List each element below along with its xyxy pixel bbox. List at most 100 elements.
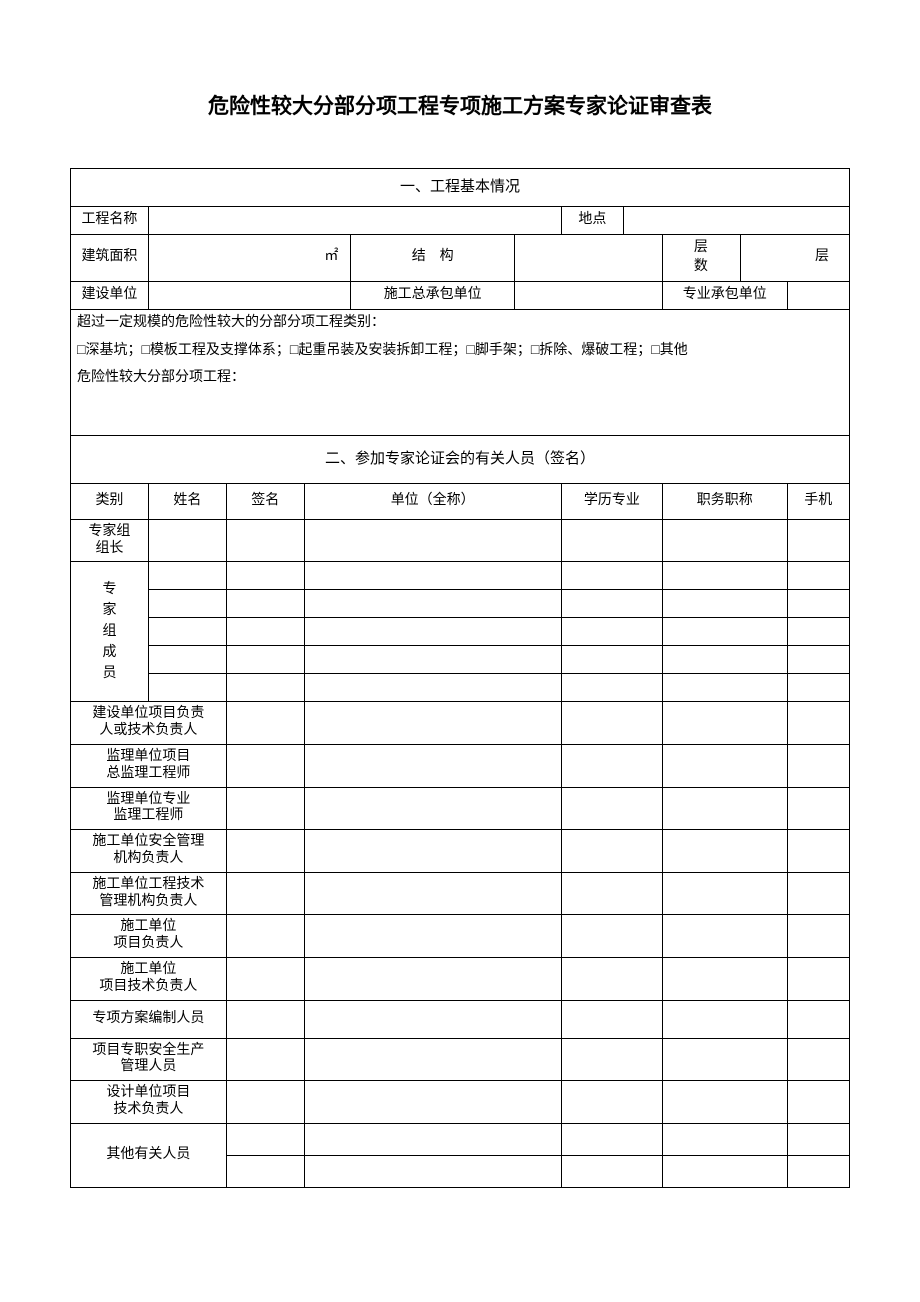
role-safety-mgr: 施工单位安全管理机构负责人	[71, 830, 227, 873]
hdr-title: 职务职称	[662, 483, 787, 519]
label-floors: 层 数	[662, 235, 740, 282]
role-tech-mgr: 施工单位工程技术管理机构负责人	[71, 872, 227, 915]
role-others: 其他有关人员	[71, 1123, 227, 1187]
value-project-name	[148, 207, 561, 235]
sign-cell	[226, 618, 304, 646]
edu-cell	[561, 519, 662, 562]
unit-cell	[304, 957, 561, 1000]
label-project-name: 工程名称	[71, 207, 149, 235]
role-constr-proj: 施工单位项目负责人	[71, 915, 227, 958]
unit-cell	[304, 830, 561, 873]
phone-cell	[787, 1123, 849, 1155]
phone-cell	[787, 519, 849, 562]
sign-cell	[226, 1123, 304, 1155]
phone-cell	[787, 1000, 849, 1038]
sign-cell	[226, 957, 304, 1000]
label-category-intro: 超过一定规模的危险性较大的分部分项工程类别：	[71, 309, 850, 337]
sign-cell	[226, 562, 304, 590]
value-dev-unit	[148, 281, 351, 309]
phone-cell	[787, 872, 849, 915]
phone-cell	[787, 562, 849, 590]
name-cell	[148, 674, 226, 702]
role-expert-members: 专 家 组 成 员	[71, 562, 149, 702]
unit-cell	[304, 744, 561, 787]
phone-cell	[787, 744, 849, 787]
sign-cell	[226, 519, 304, 562]
edu-cell	[561, 957, 662, 1000]
title-cell	[662, 519, 787, 562]
value-floors: 层	[740, 235, 849, 282]
phone-cell	[787, 830, 849, 873]
doc-title: 危险性较大分部分项工程专项施工方案专家论证审查表	[70, 90, 850, 120]
phone-cell	[787, 1081, 849, 1124]
name-cell	[148, 562, 226, 590]
unit-cell	[304, 872, 561, 915]
role-plan-author: 专项方案编制人员	[71, 1000, 227, 1038]
name-cell	[148, 618, 226, 646]
edu-cell	[561, 674, 662, 702]
title-cell	[662, 1155, 787, 1187]
sign-cell	[226, 590, 304, 618]
title-cell	[662, 1000, 787, 1038]
name-cell	[148, 519, 226, 562]
value-sub-contractor	[787, 281, 849, 309]
label-danger-sub: 危险性较大分部分项工程：	[71, 365, 850, 435]
edu-cell	[561, 872, 662, 915]
unit-cell	[304, 562, 561, 590]
unit-cell	[304, 618, 561, 646]
title-cell	[662, 787, 787, 830]
title-cell	[662, 562, 787, 590]
label-dev-unit: 建设单位	[71, 281, 149, 309]
phone-cell	[787, 702, 849, 745]
section1-heading: 一、工程基本情况	[71, 169, 850, 207]
sign-cell	[226, 915, 304, 958]
unit-cell	[304, 674, 561, 702]
hdr-edu: 学历专业	[561, 483, 662, 519]
phone-cell	[787, 590, 849, 618]
label-location: 地点	[561, 207, 623, 235]
hdr-sign: 签名	[226, 483, 304, 519]
value-building-area: ㎡	[148, 235, 351, 282]
title-cell	[662, 872, 787, 915]
sign-cell	[226, 872, 304, 915]
role-design-tech: 设计单位项目技术负责人	[71, 1081, 227, 1124]
unit-cell	[304, 915, 561, 958]
unit-cell	[304, 646, 561, 674]
unit-cell	[304, 702, 561, 745]
title-cell	[662, 618, 787, 646]
hdr-name: 姓名	[148, 483, 226, 519]
title-cell	[662, 590, 787, 618]
phone-cell	[787, 618, 849, 646]
edu-cell	[561, 1081, 662, 1124]
edu-cell	[561, 1000, 662, 1038]
label-structure: 结 构	[351, 235, 515, 282]
title-cell	[662, 744, 787, 787]
main-table: 一、工程基本情况 工程名称 地点 建筑面积 ㎡ 结 构 层 数 层 建设单位 施…	[70, 168, 850, 1188]
edu-cell	[561, 744, 662, 787]
title-cell	[662, 674, 787, 702]
title-cell	[662, 702, 787, 745]
edu-cell	[561, 590, 662, 618]
sign-cell	[226, 787, 304, 830]
title-cell	[662, 830, 787, 873]
label-gen-contractor: 施工总承包单位	[351, 281, 515, 309]
title-cell	[662, 646, 787, 674]
title-cell	[662, 915, 787, 958]
edu-cell	[561, 1123, 662, 1155]
role-supervise-chief: 监理单位项目总监理工程师	[71, 744, 227, 787]
sign-cell	[226, 674, 304, 702]
unit-cell	[304, 1038, 561, 1081]
sign-cell	[226, 1000, 304, 1038]
title-cell	[662, 1038, 787, 1081]
role-constr-tech: 施工单位项目技术负责人	[71, 957, 227, 1000]
edu-cell	[561, 830, 662, 873]
unit-cell	[304, 1081, 561, 1124]
role-safety-prod: 项目专职安全生产管理人员	[71, 1038, 227, 1081]
role-expert-leader: 专家组组长	[71, 519, 149, 562]
phone-cell	[787, 915, 849, 958]
label-sub-contractor: 专业承包单位	[662, 281, 787, 309]
unit-cell	[304, 590, 561, 618]
value-location	[624, 207, 850, 235]
name-cell	[148, 646, 226, 674]
checkbox-row[interactable]: □深基坑；□模板工程及支撑体系；□起重吊装及安装拆卸工程；□脚手架；□拆除、爆破…	[71, 337, 850, 365]
